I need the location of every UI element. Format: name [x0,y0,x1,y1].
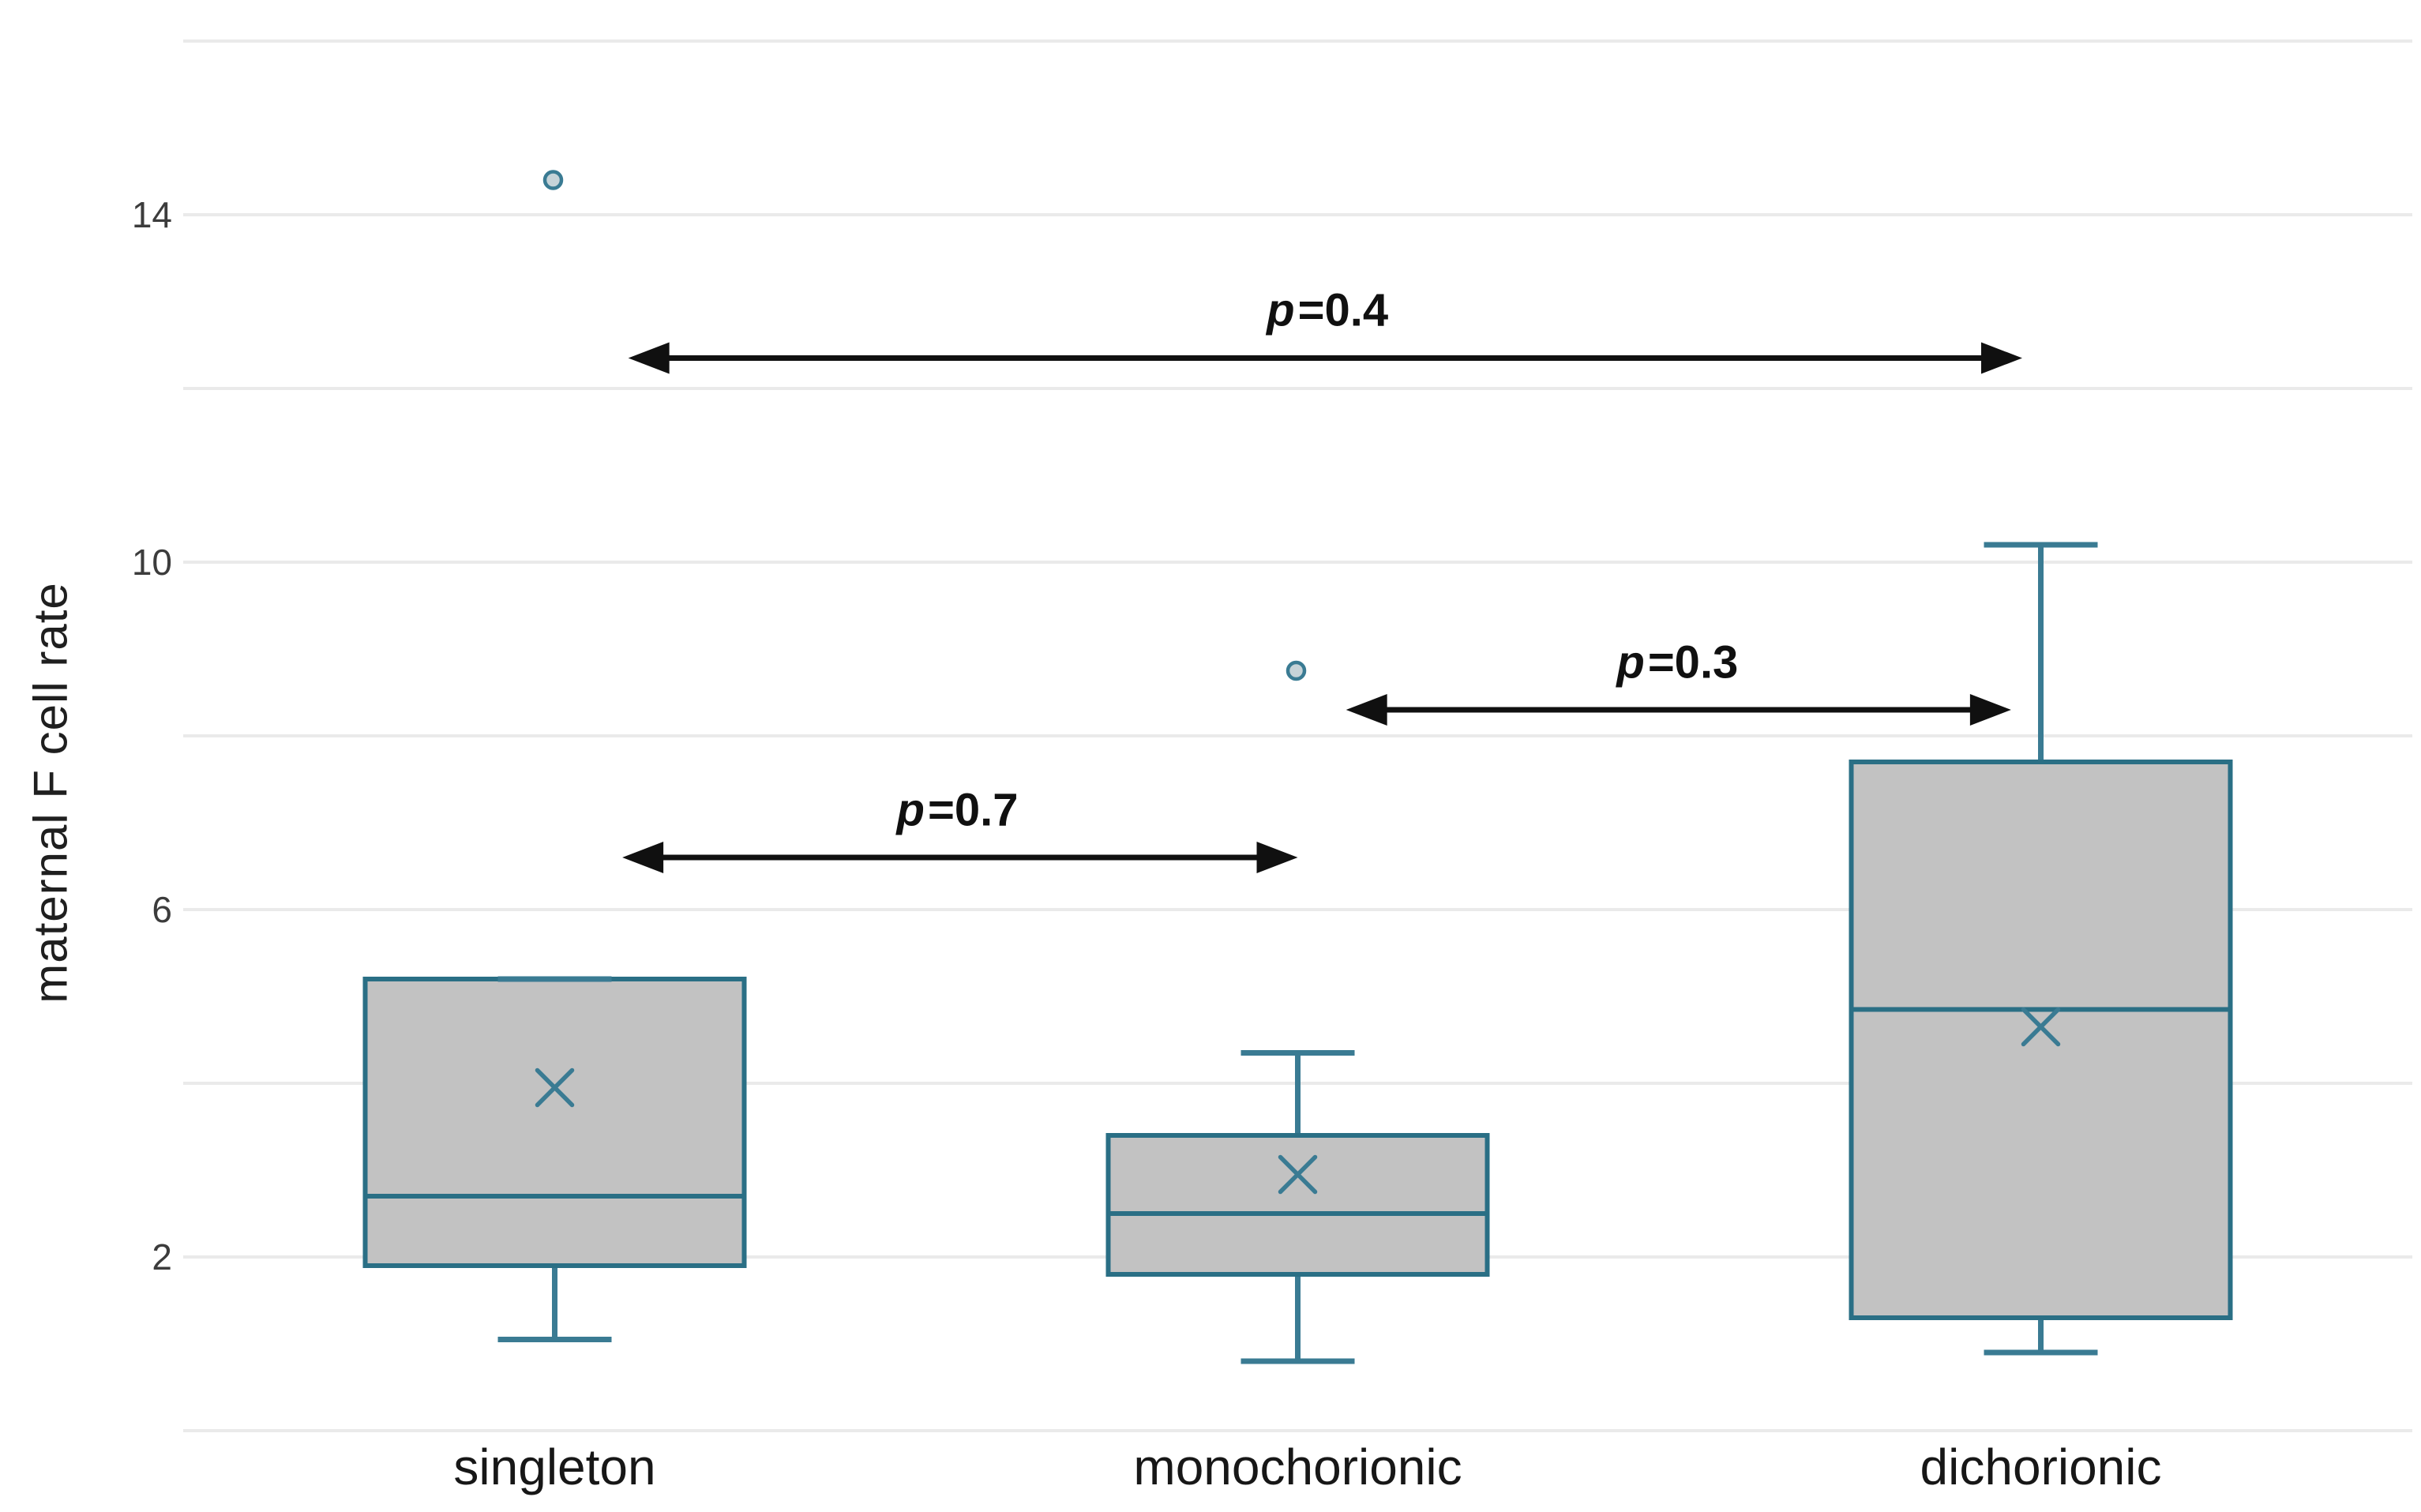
outlier-point-singleton-0 [542,170,564,190]
y-tick-label-2: 2 [152,1236,172,1278]
iqr-box-singleton [362,977,747,1268]
arrowhead-right-icon-2 [1256,842,1298,873]
arrowhead-right-icon-0 [1980,342,2022,374]
iqr-box-monochorionic [1105,1133,1490,1277]
p-value-text: =0.3 [1647,636,1739,688]
x-axis-label-singleton: singleton [453,1439,656,1495]
p-value-label-0.7: p=0.7 [897,783,1019,836]
arrowhead-right-icon-1 [1969,694,2011,726]
mean-marker-dichorionic [2021,1007,2061,1047]
mean-marker-monochorionic [1278,1154,1318,1195]
arrowhead-left-icon-2 [622,842,664,873]
x-axis-label-dichorionic: dichorionic [1920,1439,2162,1495]
arrowhead-left-icon-1 [1346,694,1387,726]
p-symbol: p [1267,284,1295,336]
y-tick-label-6: 6 [152,889,172,930]
p-value-label-0.4: p=0.4 [1267,284,1388,337]
iqr-box-dichorionic [1849,760,2233,1320]
p-symbol: p [896,784,925,835]
outlier-point-monochorionic-0 [1286,660,1307,681]
p-value-text: =0.7 [927,784,1019,835]
arrowhead-left-icon-0 [628,342,670,374]
x-axis-label-monochorionic: monochorionic [1133,1439,1462,1495]
y-tick-label-10: 10 [131,542,172,583]
p-symbol: p [1616,636,1645,688]
mean-marker-singleton [535,1067,575,1108]
y-tick-label-14: 14 [131,194,172,235]
boxes-layer [362,170,2233,1364]
annotation-arrows-layer [622,342,2022,873]
p-value-label-0.3: p=0.3 [1616,636,1738,688]
p-value-text: =0.4 [1297,284,1389,336]
